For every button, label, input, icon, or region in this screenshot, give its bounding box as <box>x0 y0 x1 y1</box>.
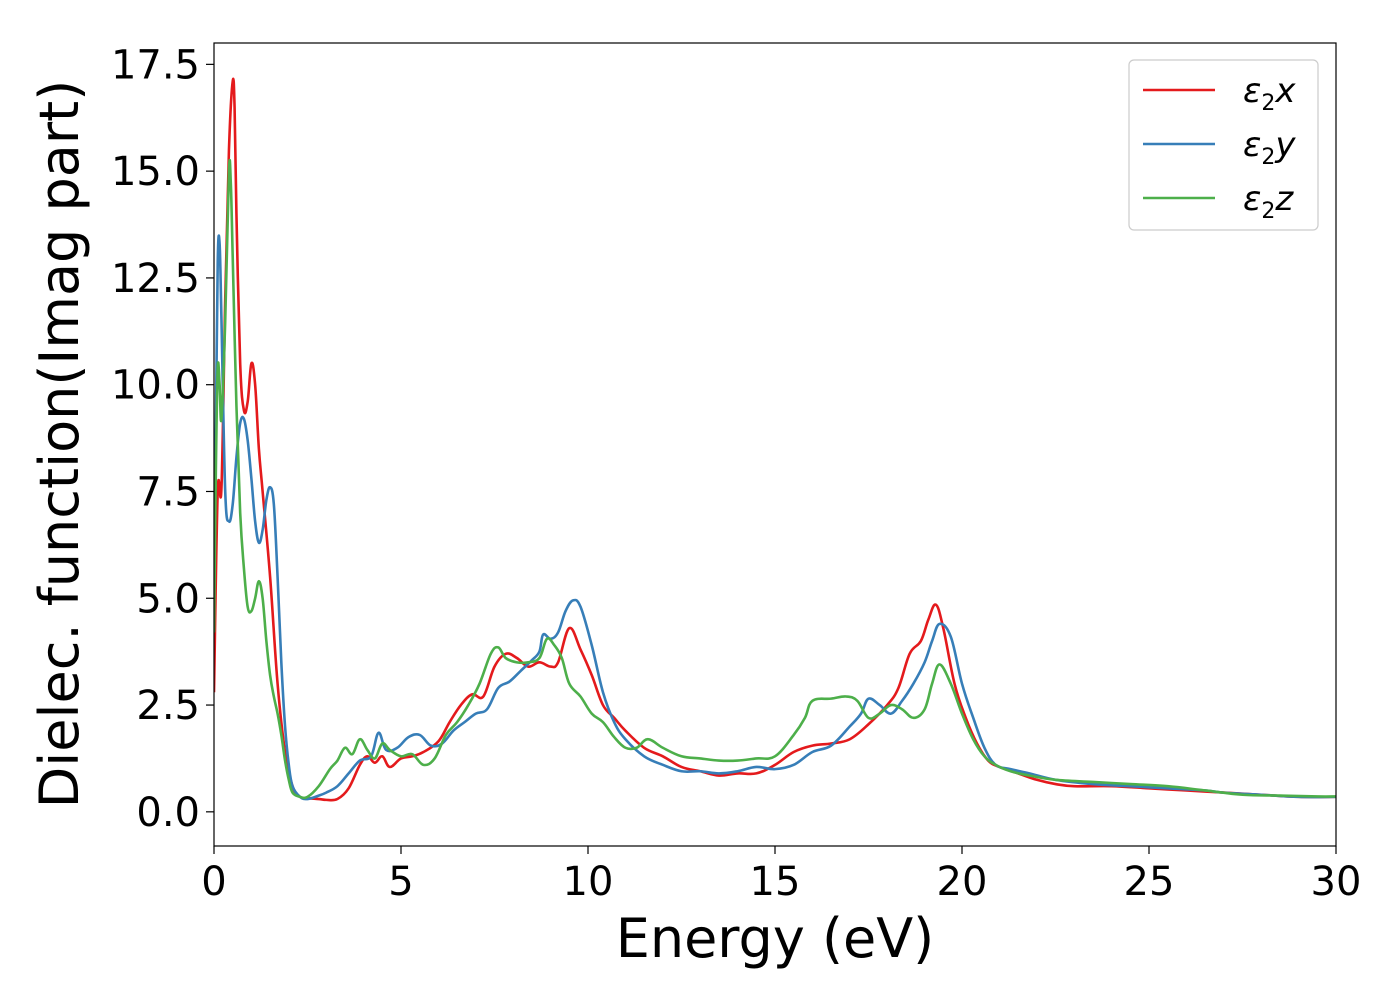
series-line-x <box>214 77 1336 802</box>
x-tick-label: 5 <box>388 859 413 905</box>
series-line-z <box>214 159 1336 800</box>
y-tick-label: 12.5 <box>111 256 200 302</box>
y-axis-ticks: 0.0 2.5 5.0 7.5 10.0 12.5 15.0 17.5 <box>111 42 214 836</box>
x-axis-ticks: 0 5 10 15 20 25 30 <box>201 846 1361 905</box>
y-axis-label: Dielec. function(Imag part) <box>28 80 91 809</box>
x-tick-label: 30 <box>1311 859 1362 905</box>
x-axis-label: Energy (eV) <box>616 907 935 970</box>
series-layer <box>214 77 1336 802</box>
x-tick-label: 10 <box>563 859 614 905</box>
y-tick-label: 5.0 <box>136 576 200 622</box>
y-tick-label: 15.0 <box>111 149 200 195</box>
y-tick-label: 0.0 <box>136 790 200 836</box>
legend-label-y: ε2y <box>1243 125 1296 170</box>
y-tick-label: 2.5 <box>136 683 200 729</box>
series-line-y <box>214 234 1336 801</box>
legend-box <box>1128 59 1319 231</box>
y-tick-label: 17.5 <box>111 42 200 88</box>
x-tick-label: 20 <box>937 859 988 905</box>
legend-label-z: ε2z <box>1243 179 1294 224</box>
x-tick-label: 0 <box>201 859 226 905</box>
x-tick-label: 25 <box>1124 859 1175 905</box>
legend: ε2x ε2y ε2z <box>1128 59 1319 231</box>
y-tick-label: 7.5 <box>136 469 200 515</box>
legend-label-x: ε2x <box>1243 71 1296 116</box>
y-tick-label: 10.0 <box>111 363 200 409</box>
x-tick-label: 15 <box>750 859 801 905</box>
